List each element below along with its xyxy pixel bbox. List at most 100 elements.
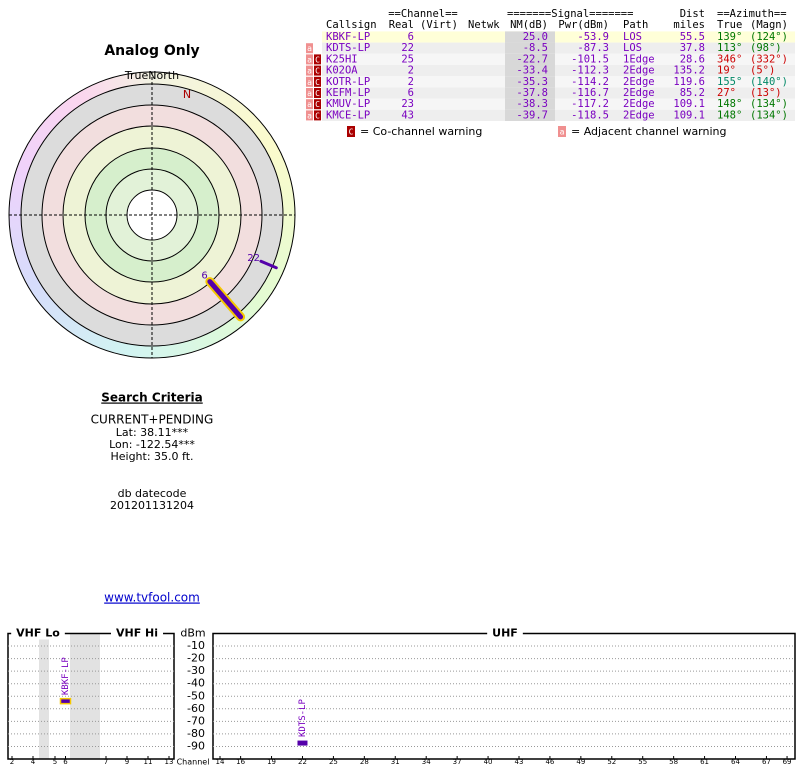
cell-dist: 28.6 xyxy=(680,53,705,65)
station-table: ==Channel== =======Signal======= Dist ==Azi… xyxy=(306,8,795,138)
legend-text: = Adjacent channel warning xyxy=(571,125,727,138)
cell-magn: (134°) xyxy=(750,98,788,110)
x-tick-label: 4 xyxy=(31,758,36,766)
cell-true: 139° xyxy=(717,31,742,43)
cell-real: 6 xyxy=(408,31,414,43)
warning-flag-text: a xyxy=(307,44,312,53)
group-header: Dist xyxy=(680,8,705,20)
legend-flag-text: a xyxy=(560,128,565,137)
signal-bar xyxy=(297,740,308,746)
cell-pwr: -87.3 xyxy=(577,42,609,54)
warning-flag-text: a xyxy=(307,67,312,76)
cell-pwr: -112.3 xyxy=(571,65,609,77)
station-ray-label: 6 xyxy=(201,271,207,282)
cell-real: 22 xyxy=(401,42,414,54)
cell-callsign: KBKF-LP xyxy=(326,31,370,43)
x-tick-label: 25 xyxy=(329,758,338,766)
cell-nm: 25.0 xyxy=(523,31,548,43)
x-tick-label: 11 xyxy=(144,758,153,766)
site-link[interactable]: www.tvfool.com xyxy=(104,591,200,605)
cell-true: 148° xyxy=(717,109,742,121)
x-tick-label: 2 xyxy=(10,758,14,766)
cell-magn: (134°) xyxy=(750,109,788,121)
cell-path: 2Edge xyxy=(623,76,655,88)
cell-pwr: -116.7 xyxy=(571,87,609,99)
x-tick-label: 7 xyxy=(104,758,108,766)
y-tick-label: -20 xyxy=(187,652,205,665)
warning-flag xyxy=(314,54,321,65)
group-header: ==Azimuth== xyxy=(717,8,787,20)
warning-flag xyxy=(306,43,313,54)
cell-magn: (5°) xyxy=(750,65,775,77)
cell-callsign: KDTS-LP xyxy=(326,42,370,54)
cell-pwr: -53.9 xyxy=(577,31,609,43)
warning-flag xyxy=(306,99,313,110)
cell-path: LOS xyxy=(623,31,642,43)
db-label: db datecode xyxy=(118,487,187,500)
cell-nm: -22.7 xyxy=(516,53,548,65)
legend-flag-text: C xyxy=(349,128,354,137)
row-background xyxy=(322,109,795,121)
search-heading: Search Criteria xyxy=(101,391,202,405)
cell-nm: -8.5 xyxy=(523,42,548,54)
cell-callsign: KMCE-LP xyxy=(326,109,370,121)
x-tick-label: 16 xyxy=(236,758,245,766)
nm-cell xyxy=(505,65,555,77)
nm-cell xyxy=(505,42,555,54)
x-tick-label: 69 xyxy=(783,758,792,766)
column-header: miles xyxy=(673,19,705,31)
row-background xyxy=(322,76,795,88)
y-tick-label: -40 xyxy=(187,677,205,690)
title: Analog Only xyxy=(104,43,199,59)
y-tick-label: -60 xyxy=(187,702,205,715)
cell-real: 2 xyxy=(408,76,414,88)
cell-path: 2Edge xyxy=(623,109,655,121)
cell-true: 155° xyxy=(717,76,742,88)
cell-nm: -33.4 xyxy=(516,65,548,77)
x-tick-label: 13 xyxy=(165,758,174,766)
polar-stations: 6 22 xyxy=(201,253,278,322)
cell-real: 23 xyxy=(401,98,414,110)
signal-bar xyxy=(59,697,72,705)
row-background xyxy=(322,87,795,99)
band-label: UHF xyxy=(492,627,518,640)
cell-magn: (13°) xyxy=(750,87,782,99)
column-header: (Virt) xyxy=(420,19,458,31)
cell-callsign: KMUV-LP xyxy=(326,98,370,110)
cell-dist: 55.5 xyxy=(680,31,705,43)
cell-callsign: K25HI xyxy=(326,53,358,65)
x-tick-label: 19 xyxy=(267,758,276,766)
x-tick-label: 37 xyxy=(453,758,462,766)
db-code: 201201131204 xyxy=(110,499,194,512)
x-tick-label: 46 xyxy=(545,758,554,766)
search-line: Height: 35.0 ft. xyxy=(110,450,193,463)
warning-flag xyxy=(314,65,321,76)
x-tick-label: 49 xyxy=(576,758,585,766)
row-background xyxy=(322,42,795,54)
station-ray-label: 22 xyxy=(247,253,260,264)
column-header: Pwr(dBm) xyxy=(558,19,609,31)
x-tick-label: 5 xyxy=(53,758,57,766)
row-background xyxy=(322,98,795,110)
nm-cell xyxy=(505,109,555,121)
warning-flag-text: a xyxy=(307,55,312,64)
cell-dist: 119.6 xyxy=(673,76,705,88)
cell-dist: 85.2 xyxy=(680,87,705,99)
north-marker: N xyxy=(183,88,191,101)
y-tick-label: -80 xyxy=(187,727,205,740)
x-tick-label: 67 xyxy=(762,758,771,766)
cell-true: 27° xyxy=(717,87,736,99)
x-tick-label: 43 xyxy=(515,758,524,766)
warning-flag xyxy=(306,65,313,76)
row-background xyxy=(322,65,795,77)
warning-flag xyxy=(306,76,313,87)
y-tick-label: -50 xyxy=(187,689,205,702)
nm-cell xyxy=(505,76,555,88)
column-header: Path xyxy=(623,19,648,31)
nm-cell xyxy=(505,31,555,43)
x-tick-label: 9 xyxy=(125,758,129,766)
row-background xyxy=(322,53,795,65)
warning-flag xyxy=(314,99,321,110)
warning-flag-text: a xyxy=(307,89,312,98)
